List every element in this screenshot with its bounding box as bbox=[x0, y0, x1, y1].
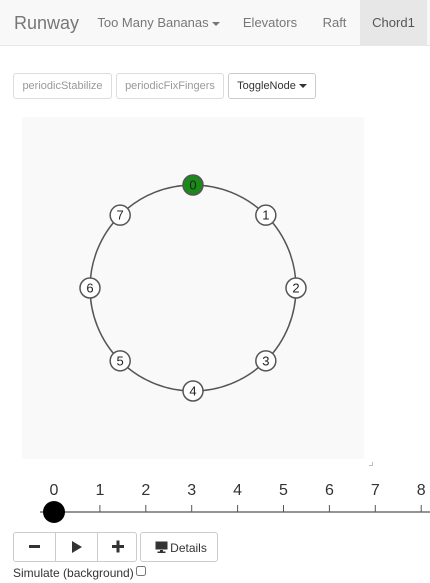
timeline-axis: 0 1 2 3 4 5 6 7 8 bbox=[40, 482, 430, 523]
simulate-checkbox[interactable] bbox=[135, 566, 146, 576]
ring-node-0[interactable]: 0 bbox=[182, 174, 204, 196]
ring-node-label: 1 bbox=[262, 208, 269, 223]
ring-node-label: 2 bbox=[292, 281, 299, 296]
timeline-tick-label: 7 bbox=[371, 482, 380, 499]
plus-icon bbox=[112, 540, 124, 553]
timeline-slider[interactable]: 0 1 2 3 4 5 6 7 8 bbox=[0, 475, 430, 525]
nav-too-many-bananas-label: Too Many Bananas bbox=[97, 15, 209, 30]
ring-node-label: 6 bbox=[86, 281, 93, 296]
nav-too-many-bananas[interactable]: Too Many Bananas bbox=[86, 0, 231, 46]
nav-chord1[interactable]: Chord1 bbox=[360, 0, 427, 46]
nav-raft[interactable]: Raft bbox=[309, 0, 360, 46]
step-forward-button[interactable] bbox=[97, 533, 138, 561]
toggle-node-dropdown[interactable]: ToggleNode bbox=[228, 73, 316, 99]
ring-node-2[interactable]: 2 bbox=[285, 277, 307, 299]
ring-node-label: 0 bbox=[189, 178, 196, 193]
resize-handle[interactable] bbox=[369, 462, 373, 466]
playback-controls bbox=[13, 532, 137, 562]
timeline-tick-label: 0 bbox=[50, 482, 59, 499]
minus-icon bbox=[29, 545, 40, 548]
simulate-label: Simulate (background) bbox=[13, 566, 134, 580]
ring-node-1[interactable]: 1 bbox=[255, 204, 277, 226]
nav-elevators-label: Elevators bbox=[242, 15, 298, 30]
details-label: Details bbox=[170, 541, 207, 555]
details-button[interactable]: Details bbox=[140, 532, 218, 562]
caret-down-icon bbox=[211, 21, 220, 26]
ring-node-label: 4 bbox=[189, 384, 196, 399]
nav-raft-label: Raft bbox=[322, 15, 347, 30]
caret-down-icon bbox=[298, 84, 307, 89]
timeline-tick-label: 8 bbox=[417, 482, 426, 499]
toggle-node-label: ToggleNode bbox=[237, 80, 296, 92]
nav-elevators[interactable]: Elevators bbox=[231, 0, 309, 46]
timeline-tick-label: 6 bbox=[325, 482, 334, 499]
nav-chord1-label: Chord1 bbox=[372, 15, 415, 30]
ring-node-4[interactable]: 4 bbox=[182, 380, 204, 402]
chord-ring: 0 1 2 3 4 5 6 7 bbox=[79, 174, 307, 402]
timeline-tick-label: 2 bbox=[141, 482, 150, 499]
timeline-handle[interactable] bbox=[43, 501, 65, 523]
desktop-icon bbox=[155, 541, 168, 553]
timeline-tick-label: 3 bbox=[187, 482, 196, 499]
ring-node-label: 7 bbox=[117, 208, 124, 223]
step-back-button[interactable] bbox=[14, 533, 55, 561]
timeline-tick-label: 1 bbox=[95, 482, 104, 499]
timeline-tick-label: 5 bbox=[279, 482, 288, 499]
ring-node-7[interactable]: 7 bbox=[109, 204, 131, 226]
periodic-stabilize-button[interactable]: periodicStabilize bbox=[13, 73, 112, 99]
ring-node-3[interactable]: 3 bbox=[255, 350, 277, 372]
periodic-fix-fingers-button[interactable]: periodicFixFingers bbox=[116, 73, 224, 99]
timeline-tick-label: 4 bbox=[233, 482, 242, 499]
ring-node-5[interactable]: 5 bbox=[109, 350, 131, 372]
chord-ring-canvas[interactable]: 0 1 2 3 4 5 6 7 bbox=[22, 117, 364, 459]
navbar: Runway Too Many Bananas Elevators Raft C… bbox=[0, 0, 430, 46]
play-button[interactable] bbox=[55, 533, 97, 561]
simulate-row: Simulate (background) bbox=[13, 566, 146, 580]
ring-node-label: 3 bbox=[262, 353, 269, 368]
brand-logo[interactable]: Runway bbox=[14, 13, 80, 33]
ring-node-6[interactable]: 6 bbox=[79, 277, 101, 299]
ring-node-label: 5 bbox=[117, 353, 124, 368]
play-icon bbox=[72, 541, 82, 553]
